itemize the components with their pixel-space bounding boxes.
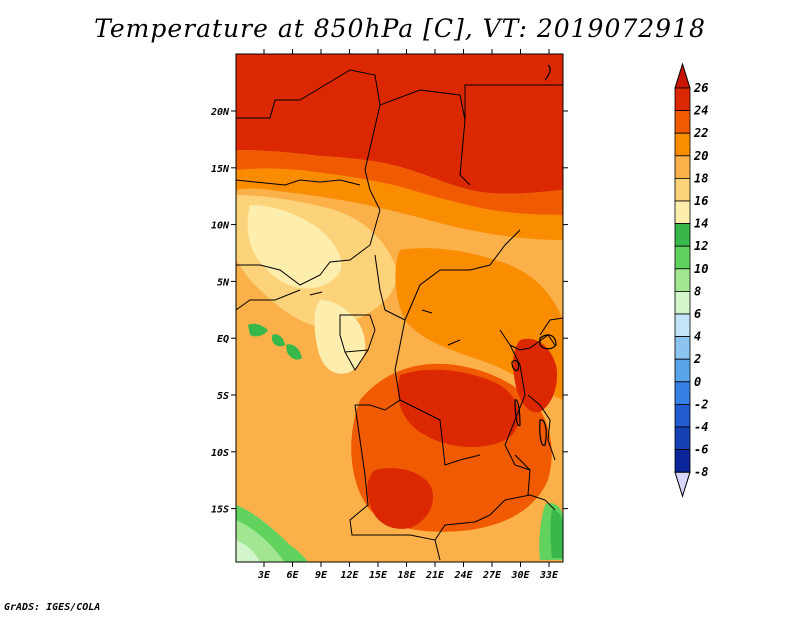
country-borders bbox=[236, 69, 563, 561]
colorbar-swatch bbox=[674, 336, 691, 360]
colorbar-label: 10 bbox=[694, 262, 708, 276]
colorbar-swatch bbox=[674, 155, 691, 179]
colorbar-label: -4 bbox=[694, 420, 708, 434]
colorbar-label: 4 bbox=[694, 330, 701, 344]
colorbar-swatch bbox=[674, 200, 691, 225]
colorbar-bottom-arrow bbox=[674, 471, 691, 498]
lat-tick-label: 5S bbox=[217, 391, 229, 402]
colorbar-swatch bbox=[674, 449, 691, 473]
longitude-axis: 3E 6E 9E 12E 15E 18E 21E 24E 27E 30E 33E bbox=[257, 49, 559, 581]
colorbar-swatch bbox=[674, 87, 691, 112]
colorbar-top-arrow bbox=[674, 62, 691, 89]
colorbar-label: 8 bbox=[694, 284, 701, 298]
lat-tick-label: 10N bbox=[211, 221, 230, 232]
lon-tick-label: 21E bbox=[425, 570, 445, 581]
colorbar-label: 6 bbox=[694, 307, 701, 321]
lat-tick-label: 10S bbox=[211, 448, 229, 459]
chart-title: Temperature at 850hPa [C], VT: 201907291… bbox=[94, 14, 706, 43]
colorbar-swatch bbox=[674, 245, 691, 270]
lon-tick-label: 6E bbox=[286, 570, 299, 581]
colorbar-swatch bbox=[674, 313, 691, 338]
lat-tick-label: EQ bbox=[217, 334, 229, 345]
colorbar-label: 12 bbox=[694, 239, 708, 253]
colorbar-swatch bbox=[674, 290, 691, 315]
colorbar-label: 20 bbox=[693, 149, 708, 163]
colorbar-swatch bbox=[674, 110, 691, 134]
colorbar-label: 18 bbox=[694, 171, 708, 185]
lon-tick-label: 3E bbox=[257, 570, 271, 581]
colorbar-label: -8 bbox=[694, 465, 708, 479]
colorbar-label: 26 bbox=[693, 81, 708, 95]
lon-tick-label: 18E bbox=[397, 570, 416, 581]
credit-text: GrADS: IGES/COLA bbox=[4, 602, 101, 613]
colorbar-label: -6 bbox=[694, 443, 708, 457]
lon-tick-label: 9E bbox=[315, 570, 328, 581]
lon-tick-label: 27E bbox=[482, 570, 502, 581]
latitude-axis: 20N 15N 10N 5N EQ 5S 10S 15S bbox=[210, 107, 568, 516]
temperature-field bbox=[236, 54, 563, 562]
colorbar-swatch bbox=[674, 223, 691, 247]
colorbar-label: -2 bbox=[694, 397, 708, 411]
colorbar-swatch bbox=[674, 381, 691, 405]
lon-tick-label: 33E bbox=[539, 570, 559, 581]
colorbar-label: 22 bbox=[693, 126, 708, 140]
lon-tick-label: 30E bbox=[510, 570, 530, 581]
lon-tick-label: 24E bbox=[453, 570, 473, 581]
lakes bbox=[511, 64, 557, 447]
colorbar-swatch bbox=[674, 268, 691, 292]
colorbar-swatch bbox=[674, 177, 691, 202]
colorbar-swatch bbox=[674, 403, 691, 428]
lon-tick-label: 15E bbox=[369, 570, 388, 581]
colorbar-swatch bbox=[674, 426, 691, 451]
colorbar-swatch bbox=[674, 358, 691, 383]
colorbar-label: 14 bbox=[694, 217, 708, 231]
lon-tick-label: 12E bbox=[340, 570, 359, 581]
colorbar-label: 16 bbox=[694, 194, 708, 208]
colorbar-swatch bbox=[674, 132, 691, 157]
map-frame bbox=[235, 53, 564, 563]
colorbar-label: 2 bbox=[693, 352, 701, 366]
lat-tick-label: 20N bbox=[210, 107, 230, 118]
lat-tick-label: 5N bbox=[217, 277, 230, 288]
lat-tick-label: 15S bbox=[211, 505, 229, 516]
colorbar-label: 24 bbox=[693, 104, 708, 118]
colorbar-label: 0 bbox=[694, 375, 701, 389]
lat-tick-label: 15N bbox=[211, 164, 230, 175]
